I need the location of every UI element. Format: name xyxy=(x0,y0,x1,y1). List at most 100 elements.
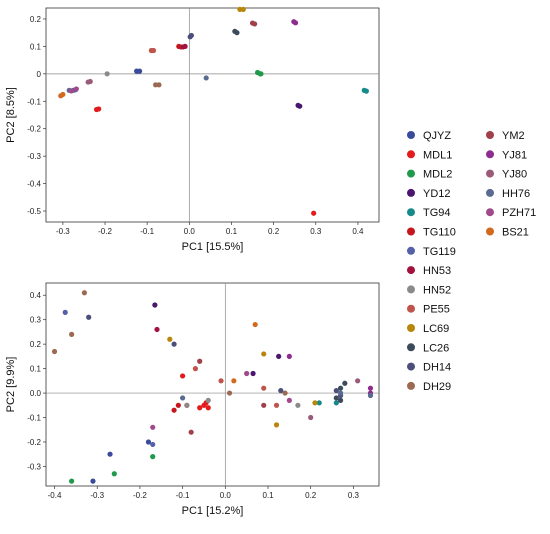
y-tick-label: -0.2 xyxy=(27,125,41,134)
legend-marker-mdl2 xyxy=(407,169,415,178)
data-point-yj81 xyxy=(292,20,299,26)
data-point-hn53 xyxy=(182,43,188,50)
data-point-pe55 xyxy=(261,385,267,391)
legend-marker-pe55 xyxy=(407,304,415,313)
legend-marker-yj81 xyxy=(486,150,494,159)
legend-label-hh76: HH76 xyxy=(502,188,530,200)
data-point-hn52 xyxy=(104,71,110,77)
data-point-yj80 xyxy=(355,378,361,384)
data-point-mdl2 xyxy=(258,71,264,77)
data-point-bs21 xyxy=(231,378,237,384)
x-tick-label: 0.3 xyxy=(310,227,322,236)
x-tick-label: 0.2 xyxy=(305,491,317,500)
legend: QJYZ MDL1 MDL2 YD12 TG94 TG110 TG119 HN53 HN52 PE… xyxy=(407,130,536,393)
data-point-yd12 xyxy=(250,370,256,377)
data-point-tg110 xyxy=(171,407,177,413)
y-tick-label: 0.2 xyxy=(30,340,42,349)
data-point-pzh71 xyxy=(286,397,292,403)
legend-label-mdl1: MDL1 xyxy=(423,149,452,161)
legend-label-qjyz: QJYZ xyxy=(423,130,451,142)
data-point-yd12 xyxy=(297,103,303,109)
data-point-lc26 xyxy=(337,385,344,391)
pca-plot-top: -0.3 -0.2 -0.1 0.0 0.1 0.2 0.3 0.4 0.2 0.1 0 -0.1 -0… xyxy=(5,6,380,253)
data-point-dh29 xyxy=(51,348,58,355)
data-point-tg94 xyxy=(363,88,369,94)
data-point-yj81 xyxy=(286,353,292,359)
y-tick-label: 0.1 xyxy=(30,42,42,51)
data-point-lc69 xyxy=(167,336,173,342)
data-point-hn52 xyxy=(295,402,301,408)
data-point-mdl2 xyxy=(69,478,75,484)
data-point-mdl1 xyxy=(311,210,317,216)
y-tick-label: -0.2 xyxy=(27,438,41,447)
legend-label-ym2: YM2 xyxy=(502,130,525,142)
legend-marker-tg119 xyxy=(407,246,415,255)
legend-label-dh14: DH14 xyxy=(423,362,451,374)
data-point-lc69 xyxy=(312,400,318,406)
data-point-yd12 xyxy=(152,302,158,308)
legend-marker-lc26 xyxy=(407,343,415,352)
data-point-dh29 xyxy=(226,390,233,396)
legend-marker-tg94 xyxy=(407,208,415,217)
data-point-yj81 xyxy=(367,385,374,391)
data-point-dh29 xyxy=(282,390,288,396)
data-point-yj80 xyxy=(308,414,314,421)
data-point-dh29 xyxy=(81,290,88,296)
data-point-dh29 xyxy=(69,331,75,337)
data-point-dh14 xyxy=(188,32,195,39)
x-tick-label: 0.1 xyxy=(262,491,274,500)
data-point-lc26 xyxy=(342,380,348,386)
y-tick-label: -0.3 xyxy=(27,152,41,161)
data-point-hh76 xyxy=(367,392,374,399)
data-point-dh29 xyxy=(156,82,162,88)
legend-marker-lc69 xyxy=(407,324,415,332)
data-point-pzh71 xyxy=(73,86,79,92)
legend-marker-dh29 xyxy=(407,381,415,390)
legend-label-lc26: LC26 xyxy=(423,342,449,354)
y-tick-label: -0.5 xyxy=(27,207,41,216)
y-tick-label: -0.1 xyxy=(27,97,41,106)
data-point-tg119 xyxy=(62,309,68,315)
y-tick-label: -0.3 xyxy=(27,462,41,471)
data-point-hh76 xyxy=(203,75,209,81)
legend-label-lc69: LC69 xyxy=(423,323,449,335)
data-point-lc69 xyxy=(273,422,280,428)
legend-marker-pzh71 xyxy=(486,208,494,217)
data-point-bs21 xyxy=(252,321,258,328)
data-point-lc26 xyxy=(337,397,344,403)
x-tick-label: -0.4 xyxy=(48,491,62,500)
data-point-pe55 xyxy=(192,366,199,372)
legend-label-tg119: TG119 xyxy=(423,246,456,258)
legend-label-yd12: YD12 xyxy=(423,188,451,200)
data-point-dh14 xyxy=(171,341,177,347)
legend-marker-tg110 xyxy=(407,227,415,236)
legend-label-hn53: HN53 xyxy=(423,265,451,277)
x-tick-label: -0.3 xyxy=(90,491,104,500)
data-point-ym2 xyxy=(252,21,258,27)
legend-label-tg94: TG94 xyxy=(423,207,451,219)
data-point-qjyz xyxy=(145,439,152,445)
data-point-tg94 xyxy=(316,400,322,406)
legend-label-pe55: PE55 xyxy=(423,304,450,316)
y-tick-label: 0.3 xyxy=(30,316,42,325)
x-tick-label: 0.2 xyxy=(268,227,280,236)
data-point-dh14 xyxy=(86,314,92,320)
y-tick-label: 0.0 xyxy=(30,389,42,398)
data-point-pe55 xyxy=(273,402,280,408)
x-tick-label: 0.0 xyxy=(220,491,232,500)
legend-marker-mdl1 xyxy=(407,150,415,159)
data-point-yd12 xyxy=(276,353,282,359)
legend-label-tg110: TG110 xyxy=(423,227,456,239)
legend-marker-hh76 xyxy=(486,188,494,197)
legend-marker-hn52 xyxy=(407,285,415,294)
data-point-dh14 xyxy=(278,388,284,394)
data-point-ym2 xyxy=(261,402,267,408)
y-tick-label: 0 xyxy=(37,70,42,79)
data-point-ym2 xyxy=(197,358,203,364)
data-point-mdl1 xyxy=(96,106,102,112)
data-point-qjyz xyxy=(90,478,96,484)
x-tick-label: -0.2 xyxy=(133,491,147,500)
data-point-lc26 xyxy=(234,30,240,36)
legend-label-yj81: YJ81 xyxy=(502,149,527,161)
